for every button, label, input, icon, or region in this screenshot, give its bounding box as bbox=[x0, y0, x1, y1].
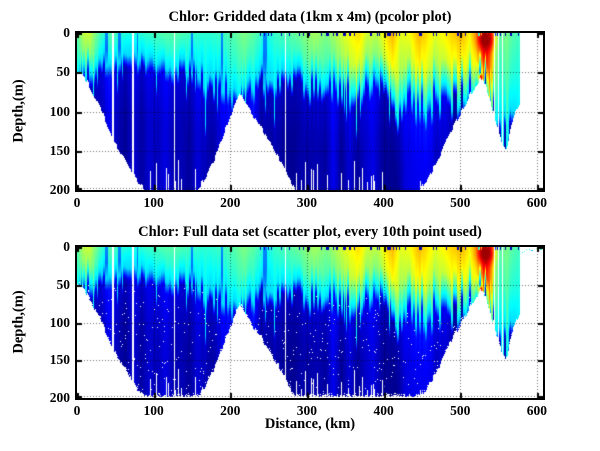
x-tick-label-0: 0 bbox=[73, 195, 81, 210]
x-axis-label: Distance, (km) bbox=[264, 416, 356, 432]
pcolor-plot-canvas bbox=[77, 33, 543, 190]
x-tick-label-300: 300 bbox=[296, 195, 318, 210]
scatter-plot-canvas bbox=[77, 247, 543, 398]
y-tick-label-50: 50 bbox=[56, 276, 71, 292]
y-axis-label-top: Depth,(m) bbox=[10, 79, 27, 143]
x-tick-label-400: 400 bbox=[373, 403, 394, 418]
x-tick-label-0: 0 bbox=[73, 403, 81, 418]
x-tick-label-100: 100 bbox=[143, 195, 164, 210]
y-tick-label-200: 200 bbox=[49, 182, 70, 197]
x-tick-label-200: 200 bbox=[220, 195, 241, 210]
y-tick-label-150: 150 bbox=[49, 142, 70, 158]
y-tick-label-50: 50 bbox=[56, 64, 71, 80]
y-tick-label-0: 0 bbox=[63, 239, 70, 254]
plot-title-top: Chlor: Gridded data (1km x 4m) (pcolor p… bbox=[168, 9, 452, 25]
y-tick-label-100: 100 bbox=[49, 314, 70, 330]
x-tick-label-200: 200 bbox=[220, 403, 241, 418]
x-tick-label-100: 100 bbox=[143, 403, 164, 418]
y-axis-label-bottom: Depth,(m) bbox=[10, 290, 27, 354]
x-tick-label-500: 500 bbox=[450, 403, 471, 418]
y-tick-label-150: 150 bbox=[49, 352, 70, 368]
x-tick-label-400: 400 bbox=[373, 195, 394, 210]
plot-title-bottom: Chlor: Full data set (scatter plot, ever… bbox=[138, 224, 482, 240]
y-tick-label-0: 0 bbox=[63, 25, 70, 40]
y-tick-label-200: 200 bbox=[49, 390, 70, 405]
x-tick-label-500: 500 bbox=[450, 195, 471, 210]
x-tick-label-300: 300 bbox=[296, 403, 318, 418]
x-tick-label-600: 600 bbox=[526, 195, 547, 210]
plot-area-bottom bbox=[75, 245, 545, 400]
x-tick-label-600: 600 bbox=[526, 403, 547, 418]
y-tick-label-100: 100 bbox=[49, 103, 70, 119]
plot-area-top bbox=[75, 31, 545, 192]
